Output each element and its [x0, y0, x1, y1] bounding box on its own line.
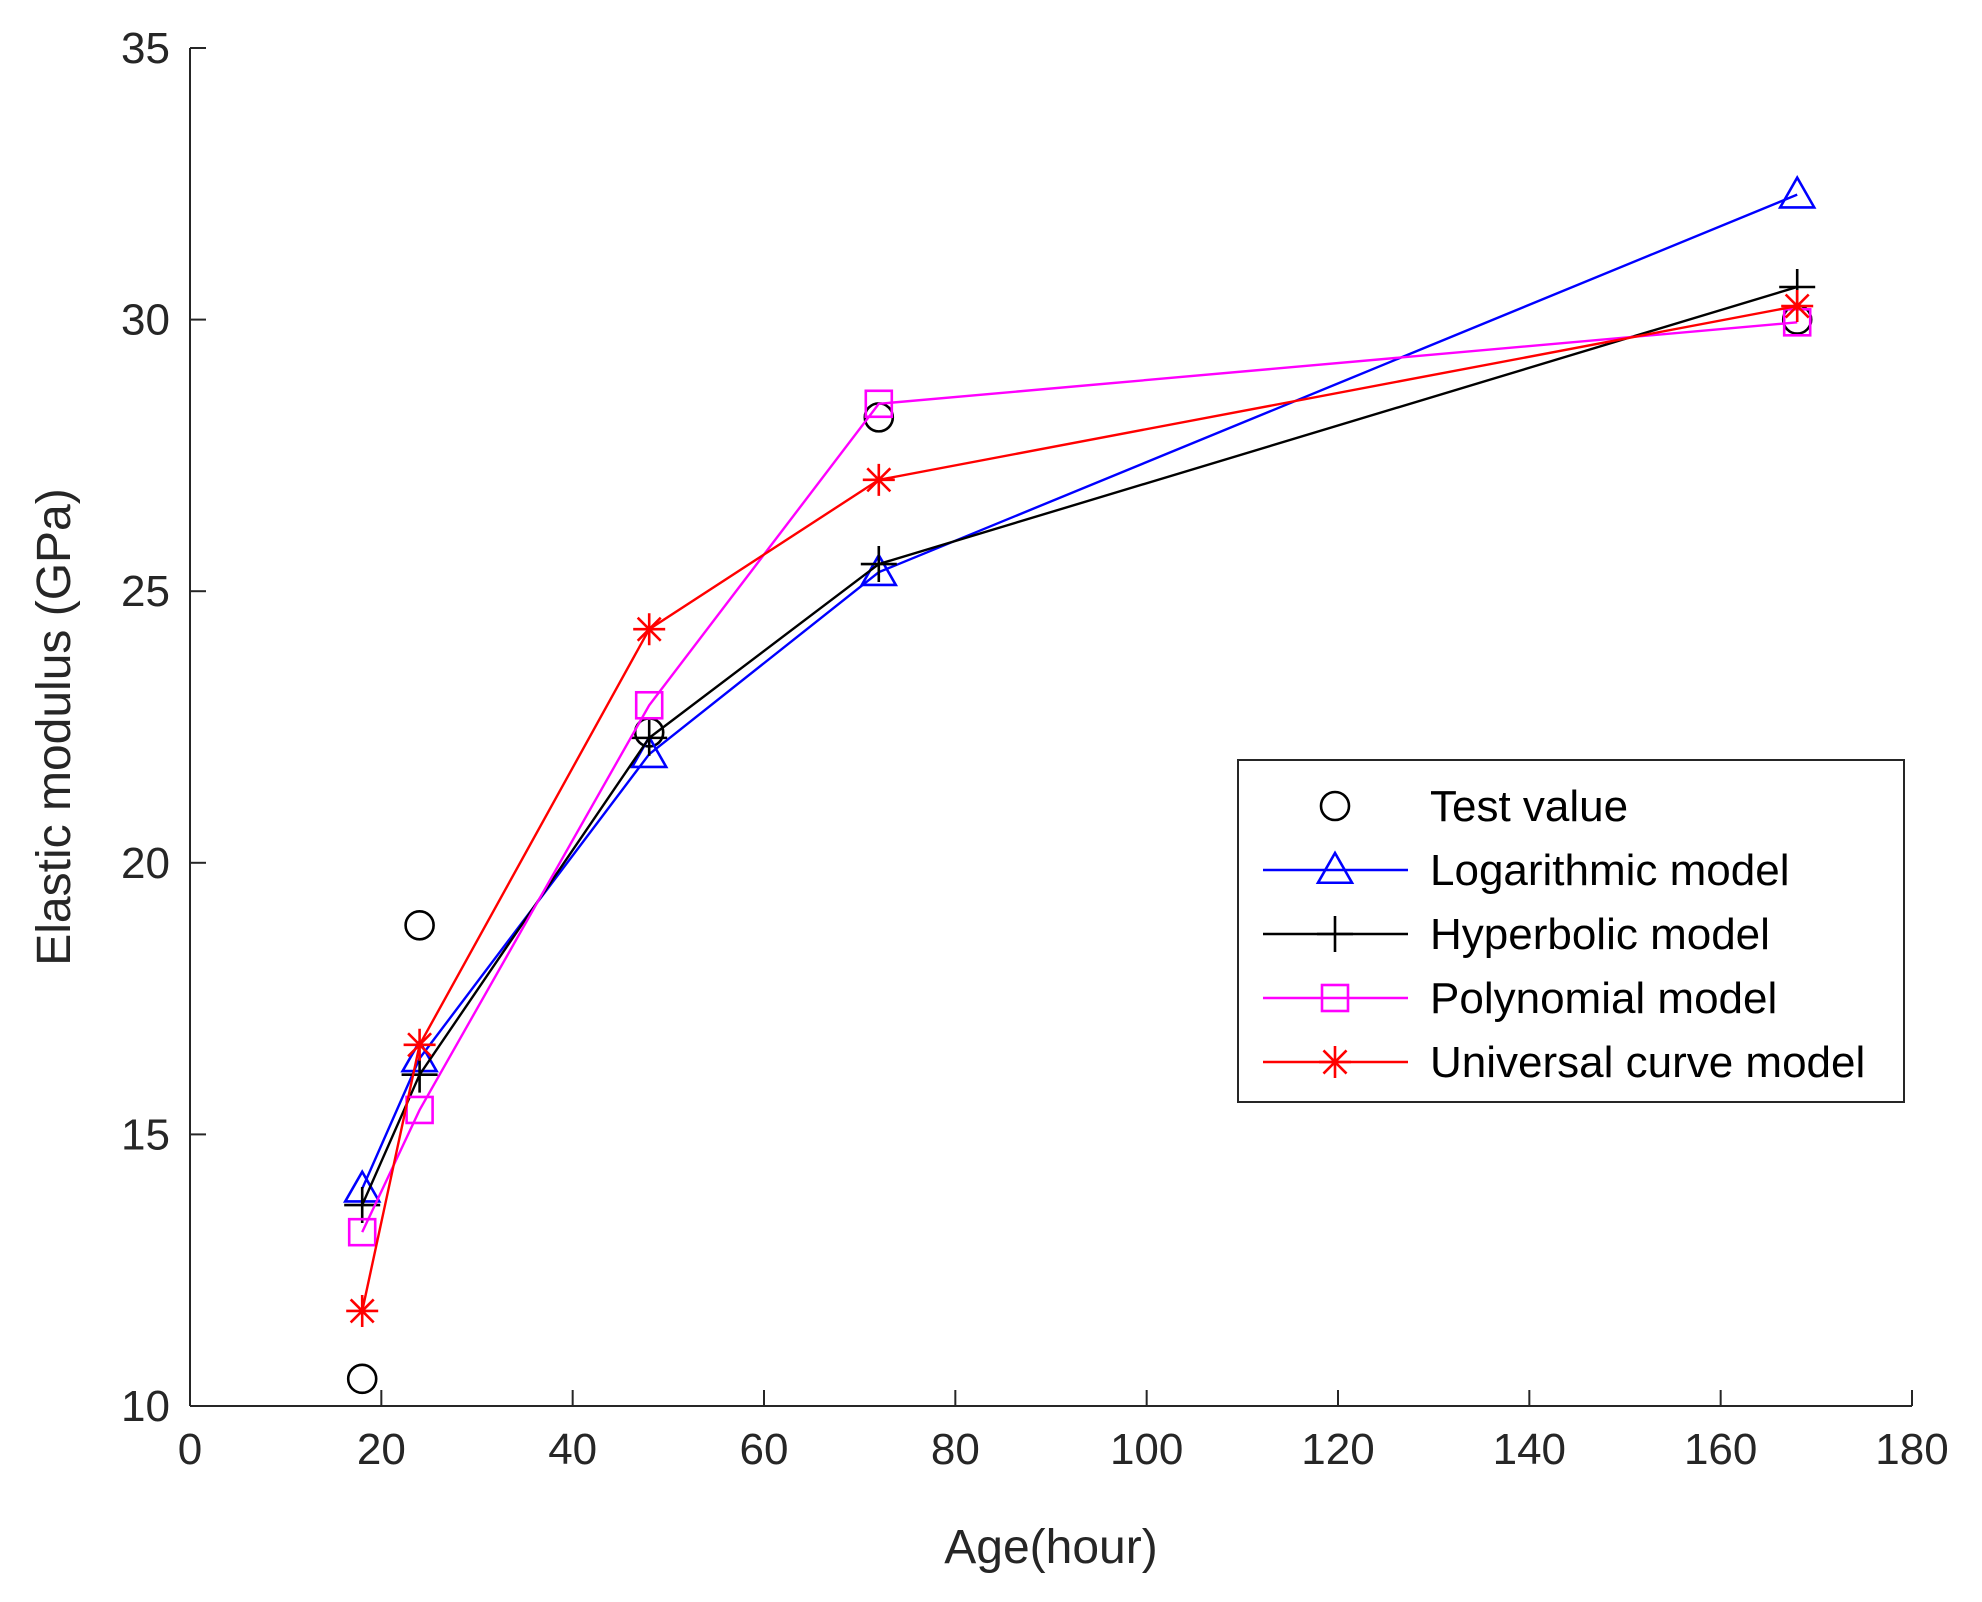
data-point [346, 1294, 379, 1327]
y-tick-label: 15 [121, 1110, 170, 1159]
x-tick-label: 100 [1110, 1425, 1183, 1474]
data-point [862, 463, 895, 496]
data-point [401, 1056, 438, 1093]
legend-marker [1320, 983, 1350, 1013]
x-tick-label: 20 [357, 1425, 406, 1474]
data-point [347, 1217, 377, 1247]
data-point [404, 909, 435, 941]
y-tick-label: 35 [121, 24, 170, 73]
x-tick-label: 140 [1493, 1425, 1566, 1474]
legend-marker [1315, 850, 1355, 885]
series-hyperbolic-model [344, 269, 1816, 1224]
x-axis-title: Age(hour) [944, 1521, 1157, 1574]
y-tick-label: 25 [121, 567, 170, 616]
x-tick-label: 0 [178, 1425, 202, 1474]
legend-item-universal-curve-model: Universal curve model [1263, 1038, 1865, 1087]
legend-marker [1319, 790, 1351, 822]
series-universal-curve-model [346, 290, 1814, 1327]
x-tick-label: 180 [1875, 1425, 1948, 1474]
series-polynomial-model [347, 308, 1812, 1247]
legend-label: Hyperbolic model [1430, 910, 1770, 959]
y-axis-title: Elastic modulus (GPa) [28, 488, 81, 966]
y-tick-label: 10 [121, 1382, 170, 1431]
data-point [631, 719, 668, 756]
y-tick-label: 20 [121, 839, 170, 888]
data-point [633, 613, 666, 646]
legend-item-logarithmic-model: Logarithmic model [1263, 846, 1790, 895]
x-tick-label: 60 [740, 1425, 789, 1474]
legend-item-test-value: Test value [1319, 782, 1628, 831]
data-point [864, 389, 894, 419]
x-tick-label: 120 [1301, 1425, 1374, 1474]
data-point [346, 1363, 378, 1395]
legend-box [1237, 759, 1905, 1103]
data-point [1777, 175, 1817, 209]
series-line [361, 321, 1798, 1233]
legend-label: Polynomial model [1430, 974, 1777, 1023]
legend: Test value Logarithmic model Hyperbolic mo… [1237, 759, 1905, 1103]
legend-item-hyperbolic-model: Hyperbolic model [1263, 910, 1770, 959]
legend-item-polynomial-model: Polynomial model [1263, 974, 1777, 1023]
x-tick-label: 40 [548, 1425, 597, 1474]
legend-label: Test value [1430, 782, 1628, 831]
legend-marker [1317, 916, 1353, 952]
plot-area [342, 175, 1817, 1395]
legend-marker [1319, 1046, 1351, 1078]
x-tick-label: 160 [1684, 1425, 1757, 1474]
legend-label: Logarithmic model [1430, 846, 1790, 895]
data-point [860, 546, 897, 583]
legend-label: Universal curve model [1430, 1038, 1865, 1087]
y-tick-label: 30 [121, 296, 170, 345]
x-tick-label: 80 [931, 1425, 980, 1474]
data-point [634, 690, 664, 720]
data-point [1781, 290, 1814, 323]
axes: 0 20 40 60 80 100 120 140 160 180 10 15 20 25 30 35 [121, 24, 1949, 1474]
data-point [403, 1028, 436, 1061]
